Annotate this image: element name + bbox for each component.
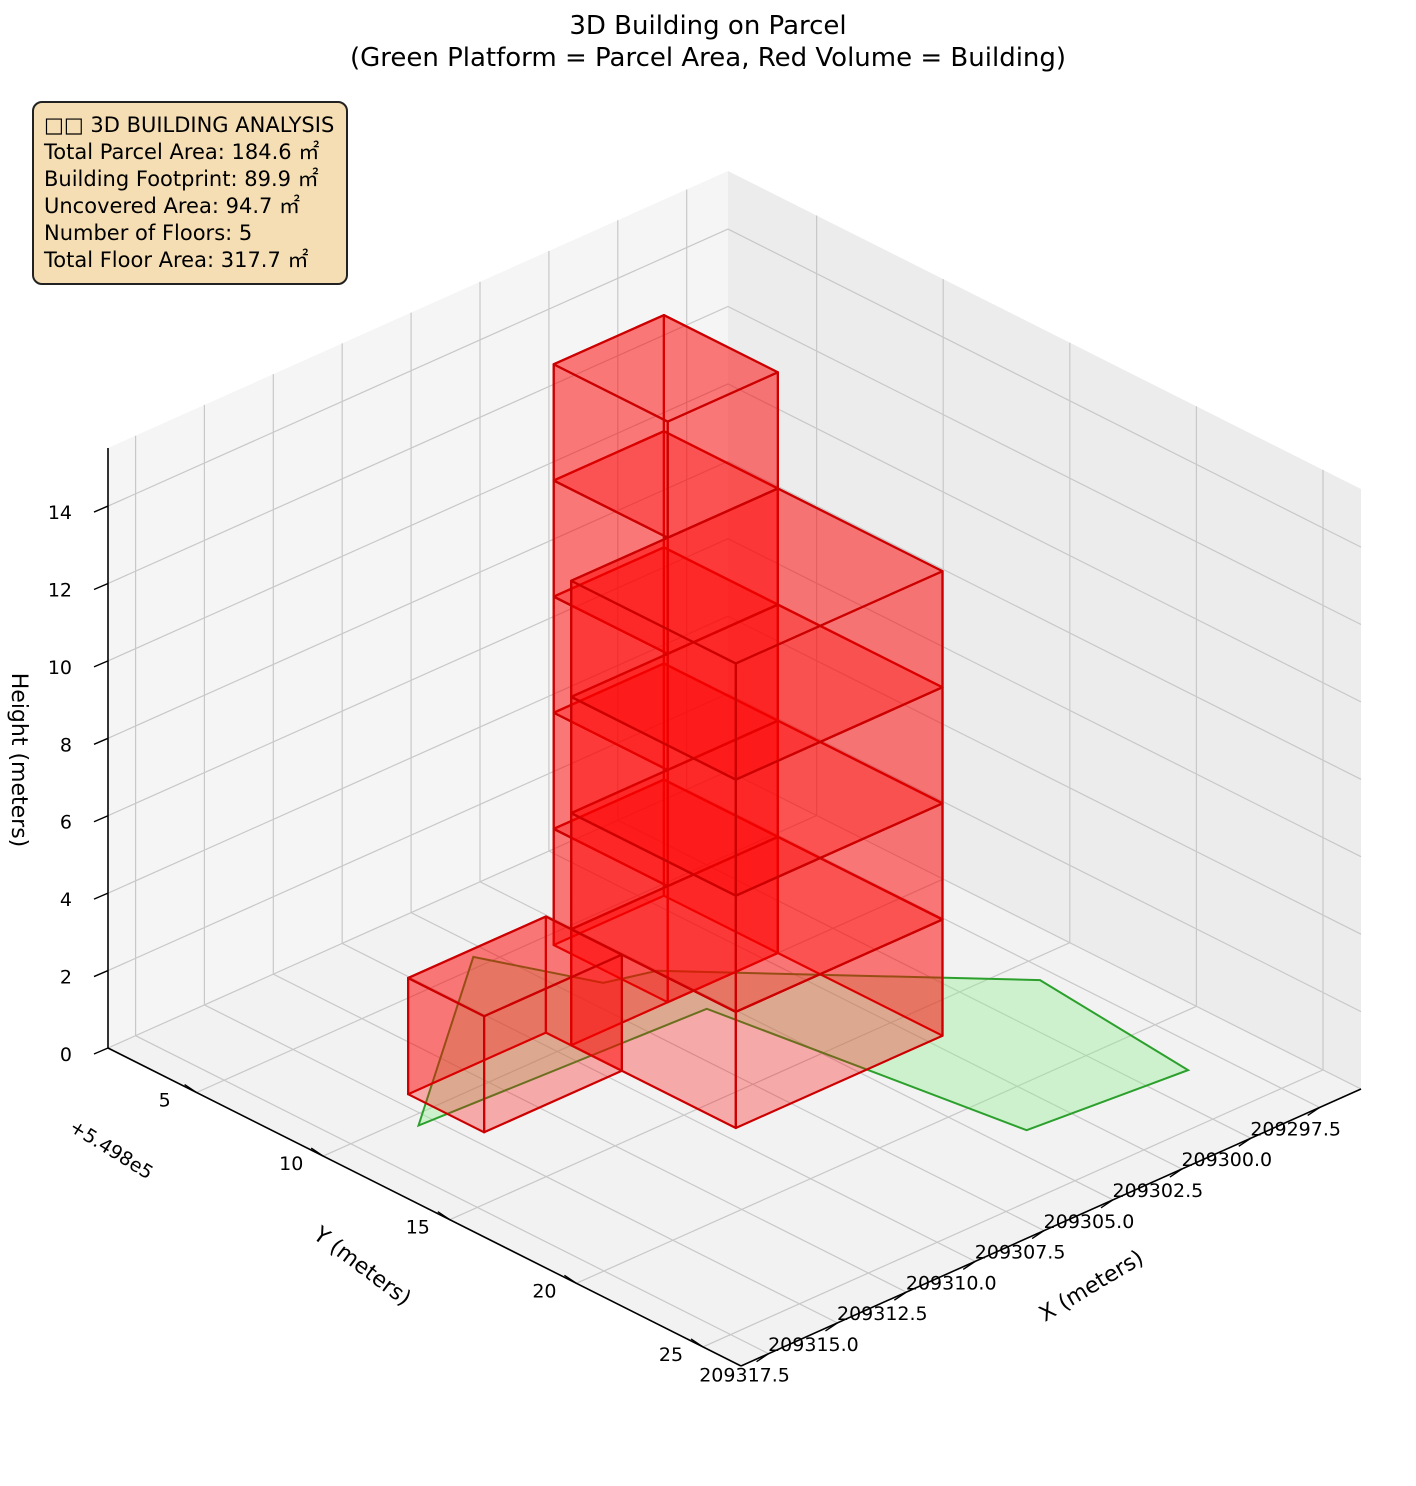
x-tick-label: 209302.5	[1113, 1180, 1204, 1202]
z-tick	[93, 582, 109, 591]
info-heading: □□ 3D BUILDING ANALYSIS	[44, 113, 335, 137]
grid-line-z	[107, 228, 1362, 548]
x-tick-label: 209312.5	[837, 1303, 928, 1325]
z-tick	[93, 1047, 109, 1055]
y-tick	[437, 1211, 451, 1221]
floor-pane	[108, 771, 1361, 1366]
x-tick-label: 209307.5	[975, 1242, 1066, 1264]
y-tick	[310, 1147, 324, 1157]
x-tick	[962, 1260, 976, 1270]
x-tick-label: 209300.0	[1181, 1149, 1272, 1171]
z-tick-label: 2	[60, 967, 72, 989]
chart-subtitle: (Green Platform = Parcel Area, Red Volum…	[349, 43, 1067, 73]
z-tick-label: 12	[48, 579, 72, 601]
z-tick	[93, 892, 109, 900]
building-wall	[407, 976, 486, 1134]
axis-panes	[108, 171, 1361, 1366]
z-tick-label: 4	[60, 889, 72, 911]
y-offset-label: +5.498e5	[65, 1116, 156, 1185]
grid-line-z	[107, 692, 1362, 1013]
x-axis-line	[740, 1088, 1362, 1367]
x-tick-label: 209315.0	[768, 1334, 859, 1356]
y-tick	[184, 1083, 198, 1094]
z-tick	[93, 660, 109, 668]
x-tick-label: 209310.0	[906, 1272, 997, 1294]
back-right-pane	[728, 171, 1361, 1089]
grid-line-z	[107, 460, 1362, 780]
z-tick-label: 10	[48, 657, 72, 679]
z-tick-label: 14	[48, 502, 72, 524]
z-tick-label: 8	[60, 734, 72, 756]
x-tick	[756, 1353, 769, 1363]
x-tick-label: 209317.5	[699, 1365, 790, 1387]
chart-title-block: 3D Building on Parcel (Green Platform = …	[0, 10, 1416, 74]
building-wall	[570, 579, 737, 781]
analysis-info-box: □□ 3D BUILDING ANALYSIS Total Parcel Are…	[32, 101, 349, 285]
data-marks	[407, 314, 1191, 1134]
back-left-pane	[108, 171, 728, 1048]
z-tick	[93, 505, 109, 513]
chart-title: 3D Building on Parcel	[569, 11, 847, 41]
y-axis-title: Y (meters)	[308, 1222, 416, 1312]
y-tick-label: 10	[279, 1153, 303, 1175]
grid-line-z	[107, 770, 1362, 1090]
z-axis-title: Height (meters)	[6, 673, 31, 848]
y-tick	[564, 1274, 577, 1284]
axis-lines	[93, 448, 1362, 1367]
info-line-footprint: Building Footprint: 89.9 ㎡	[44, 167, 319, 191]
x-tick	[893, 1291, 907, 1301]
y-tick-label: 20	[532, 1280, 556, 1302]
y-tick-label: 15	[406, 1217, 430, 1239]
parcel-platform	[416, 955, 1191, 1132]
y-tick-label: 5	[159, 1090, 171, 1112]
grid-line-z	[107, 305, 1362, 626]
z-tick	[93, 815, 109, 823]
x-tick	[1307, 1106, 1321, 1117]
x-tick	[1169, 1168, 1183, 1178]
y-tick	[690, 1338, 704, 1348]
z-tick	[93, 969, 109, 978]
z-tick	[93, 737, 109, 745]
y-tick-label: 25	[659, 1344, 683, 1366]
grid-lines	[107, 189, 1362, 1355]
info-line-uncovered: Uncovered Area: 94.7 ㎡	[44, 194, 301, 218]
x-tick-label: 209297.5	[1250, 1118, 1341, 1140]
x-tick-label: 209305.0	[1044, 1211, 1135, 1233]
info-line-parcel-area: Total Parcel Area: 184.6 ㎡	[44, 140, 320, 164]
z-tick-label: 0	[60, 1044, 72, 1066]
y-axis-line	[107, 1047, 742, 1367]
info-line-floors: Number of Floors: 5	[44, 221, 253, 245]
grid-line-z	[107, 383, 1362, 703]
grid-line-z	[107, 538, 1362, 858]
x-tick	[1238, 1137, 1252, 1147]
x-tick	[1100, 1199, 1114, 1209]
info-line-floor-area: Total Floor Area: 317.7 ㎡	[44, 248, 309, 272]
x-tick	[825, 1322, 838, 1332]
x-tick	[1031, 1229, 1045, 1240]
grid-line-z	[107, 615, 1362, 935]
z-tick-label: 6	[60, 812, 72, 834]
